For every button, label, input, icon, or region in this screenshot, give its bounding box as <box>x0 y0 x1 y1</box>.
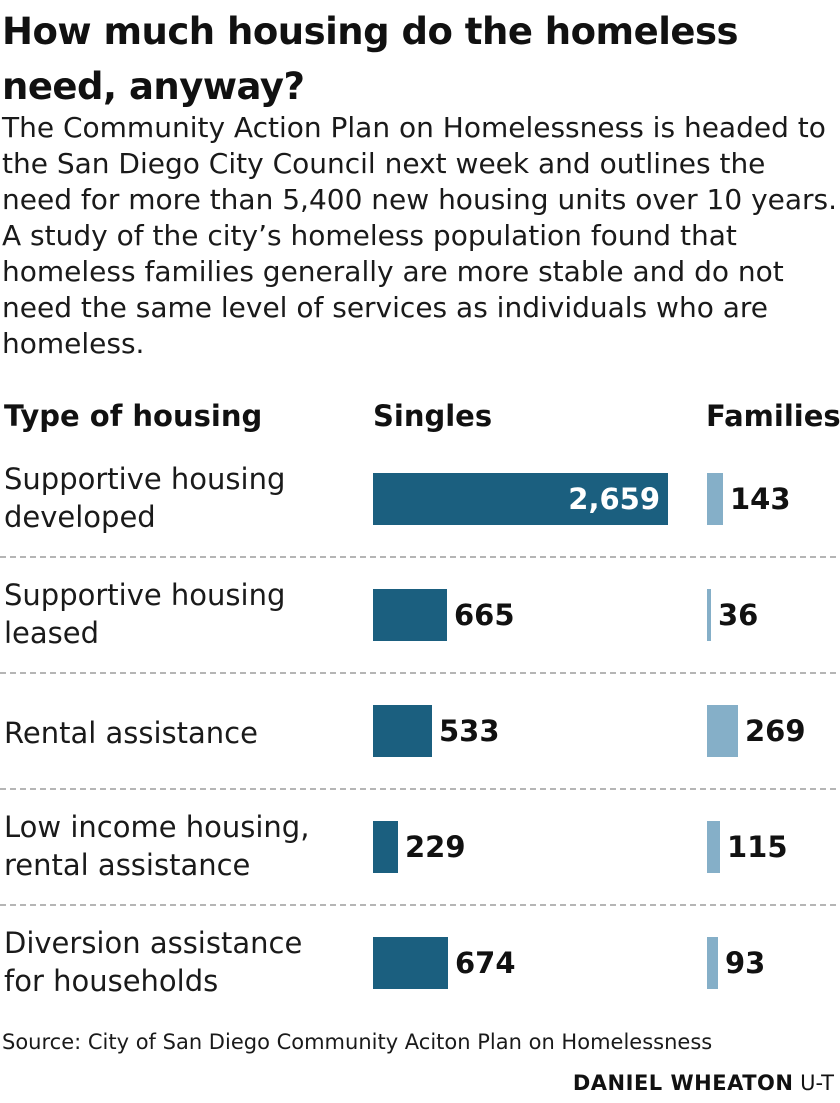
families-value-label: 115 <box>727 830 788 864</box>
column-header-singles: Singles <box>373 399 493 433</box>
families-bar <box>707 473 723 525</box>
singles-value-label: 229 <box>405 830 466 864</box>
families-bar <box>707 821 720 873</box>
row-divider <box>0 556 836 558</box>
singles-bar <box>373 705 432 757</box>
singles-value-label: 665 <box>454 598 515 632</box>
families-value-label: 269 <box>745 714 806 748</box>
byline: DANIEL WHEATON U-T <box>573 1068 834 1098</box>
families-bar <box>707 937 718 989</box>
byline-org: U-T <box>800 1071 834 1095</box>
chart-title: How much housing do the homeless need, a… <box>2 10 739 108</box>
singles-value-label: 674 <box>455 946 516 980</box>
category-label: Diversion assistance for households <box>4 926 303 998</box>
category-label: Low income housing, rental assistance <box>4 810 310 882</box>
families-value-label: 93 <box>725 946 766 980</box>
column-header-families: Families <box>706 399 840 433</box>
row-divider <box>0 904 836 906</box>
category-label: Supportive housing leased <box>4 578 286 650</box>
source-note: Source: City of San Diego Community Acit… <box>2 1030 713 1054</box>
families-bar <box>707 705 738 757</box>
byline-name: DANIEL WHEATON <box>572 1071 794 1095</box>
row-divider <box>0 672 836 674</box>
singles-bar <box>373 937 448 989</box>
category-label: Rental assistance <box>4 716 258 750</box>
category-label: Supportive housing developed <box>4 462 286 534</box>
chart-subtitle: The Community Action Plan on Homelessnes… <box>2 111 838 360</box>
row-divider <box>0 788 836 790</box>
families-bar <box>707 589 711 641</box>
singles-value-label: 2,659 <box>568 482 660 516</box>
singles-bar <box>373 473 668 525</box>
singles-value-label: 533 <box>439 714 500 748</box>
singles-bar <box>373 821 398 873</box>
families-value-label: 36 <box>718 598 759 632</box>
singles-bar <box>373 589 447 641</box>
column-header-type: Type of housing <box>4 399 263 433</box>
families-value-label: 143 <box>730 482 791 516</box>
